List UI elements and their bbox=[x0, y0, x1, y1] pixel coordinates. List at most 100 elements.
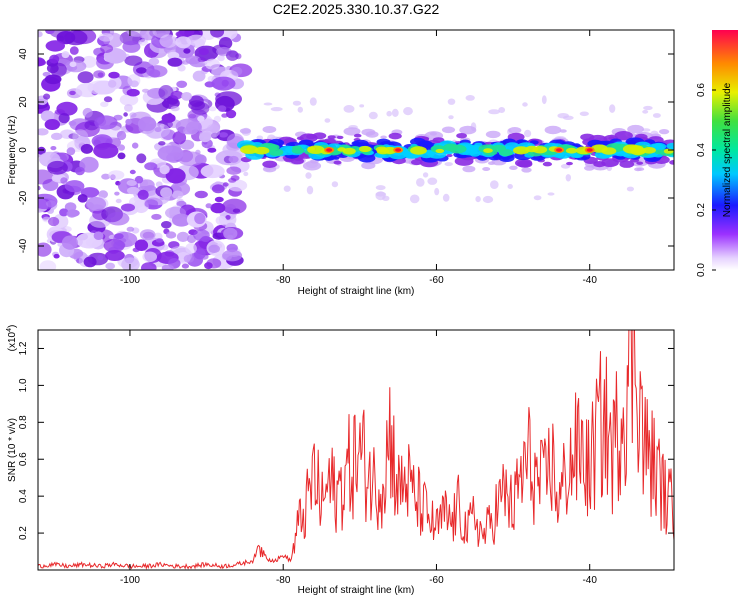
faint-blob bbox=[482, 195, 494, 204]
faint-blob bbox=[448, 115, 454, 120]
noise-blob bbox=[144, 199, 159, 209]
noise-blob bbox=[148, 57, 160, 66]
noise-region bbox=[38, 30, 661, 270]
noise-blob bbox=[137, 116, 157, 132]
noise-blob bbox=[132, 142, 139, 149]
band-blob bbox=[302, 161, 322, 171]
band-blob bbox=[509, 165, 518, 170]
noise-blob bbox=[170, 106, 180, 112]
faint-blob bbox=[416, 178, 425, 187]
band-blob bbox=[291, 147, 305, 154]
noise-blob bbox=[181, 92, 193, 101]
noise-blob bbox=[208, 106, 217, 112]
colorbar-label: Normalized spectral amplitude bbox=[722, 82, 733, 217]
noise-blob bbox=[167, 57, 183, 67]
noise-blob bbox=[210, 30, 225, 38]
snr-panel: -100 -80 -60 -40 0.2 0.4 0.6 0.8 1.0 1.2 Height … bbox=[6, 325, 675, 596]
noise-blob bbox=[77, 71, 94, 84]
noise-blob bbox=[113, 241, 126, 250]
band-blob bbox=[499, 149, 514, 157]
snr-y-ticks: 0.2 0.4 0.6 0.8 1.0 1.2 bbox=[18, 341, 674, 540]
faint-blob bbox=[270, 107, 283, 112]
band-blob bbox=[544, 125, 562, 135]
band-blob bbox=[485, 130, 501, 139]
band-blob bbox=[488, 161, 496, 165]
noise-blob bbox=[66, 209, 78, 218]
noise-blob bbox=[93, 231, 104, 240]
band-blob bbox=[565, 147, 578, 154]
band-blob bbox=[619, 160, 635, 168]
band-blob bbox=[441, 126, 456, 134]
signal-band bbox=[237, 124, 674, 173]
faint-blob bbox=[642, 109, 649, 114]
band-blob bbox=[448, 144, 467, 154]
noise-blob bbox=[106, 211, 130, 226]
noise-blob bbox=[230, 175, 240, 181]
noise-blob bbox=[60, 177, 68, 185]
faint-blob bbox=[434, 187, 440, 196]
faint-blob bbox=[368, 111, 378, 120]
noise-blob bbox=[38, 146, 46, 155]
noise-blob bbox=[157, 145, 184, 162]
noise-blob bbox=[79, 156, 99, 173]
noise-blob bbox=[122, 40, 141, 53]
band-blob bbox=[627, 124, 644, 134]
band-blob bbox=[525, 145, 539, 153]
faint-blob bbox=[331, 181, 339, 188]
band-blob bbox=[243, 149, 251, 154]
faint-blob bbox=[359, 104, 365, 108]
noise-blob bbox=[226, 109, 237, 119]
noise-blob bbox=[193, 229, 210, 242]
noise-blob bbox=[38, 169, 54, 185]
noise-blob bbox=[228, 155, 239, 163]
noise-blob bbox=[114, 191, 120, 196]
noise-blob bbox=[83, 256, 97, 268]
noise-blob bbox=[158, 85, 174, 100]
band-blob bbox=[323, 138, 336, 145]
band-blob bbox=[254, 146, 270, 155]
noise-blob bbox=[206, 258, 222, 269]
noise-blob bbox=[115, 198, 122, 204]
band-blob bbox=[542, 161, 553, 167]
noise-blob bbox=[39, 260, 57, 270]
noise-blob bbox=[49, 54, 60, 64]
noise-blob bbox=[93, 142, 119, 159]
snr-x-tick-label: -40 bbox=[582, 575, 597, 586]
noise-blob bbox=[200, 164, 225, 179]
noise-blob bbox=[40, 110, 55, 122]
noise-blob bbox=[69, 61, 77, 68]
spectrogram-x-ticks: -100 -80 -60 -40 bbox=[120, 30, 597, 286]
band-blob bbox=[380, 135, 387, 139]
band-blob bbox=[262, 126, 277, 133]
noise-blob bbox=[53, 253, 60, 259]
band-blob bbox=[361, 162, 376, 170]
faint-blob bbox=[652, 113, 661, 118]
band-blob bbox=[636, 161, 644, 165]
noise-blob bbox=[175, 36, 192, 49]
faint-blob bbox=[243, 171, 249, 177]
noise-blob bbox=[217, 55, 225, 62]
noise-blob bbox=[158, 141, 166, 146]
noise-blob bbox=[100, 101, 109, 108]
noise-blob bbox=[161, 264, 174, 270]
noise-blob bbox=[222, 182, 229, 187]
noise-blob bbox=[38, 31, 43, 38]
peak-blob bbox=[556, 148, 563, 152]
noise-blob bbox=[185, 243, 197, 254]
band-blob bbox=[632, 147, 646, 154]
faint-blob bbox=[403, 107, 413, 116]
faint-blob bbox=[475, 196, 481, 203]
faint-blob bbox=[324, 118, 331, 123]
noise-blob bbox=[142, 251, 157, 263]
noise-blob bbox=[125, 118, 132, 125]
spectrogram-panel: -100 -80 -60 -40 -40 -20 0 20 40 Height of stra… bbox=[7, 29, 675, 297]
noise-blob bbox=[208, 244, 220, 253]
noise-blob bbox=[232, 208, 241, 213]
noise-blob bbox=[137, 189, 149, 200]
faint-blob bbox=[488, 109, 500, 115]
band-blob bbox=[435, 148, 445, 154]
faint-blob bbox=[562, 115, 574, 121]
band-blob bbox=[290, 157, 304, 165]
noise-blob bbox=[116, 130, 127, 141]
faint-blob bbox=[643, 105, 653, 111]
